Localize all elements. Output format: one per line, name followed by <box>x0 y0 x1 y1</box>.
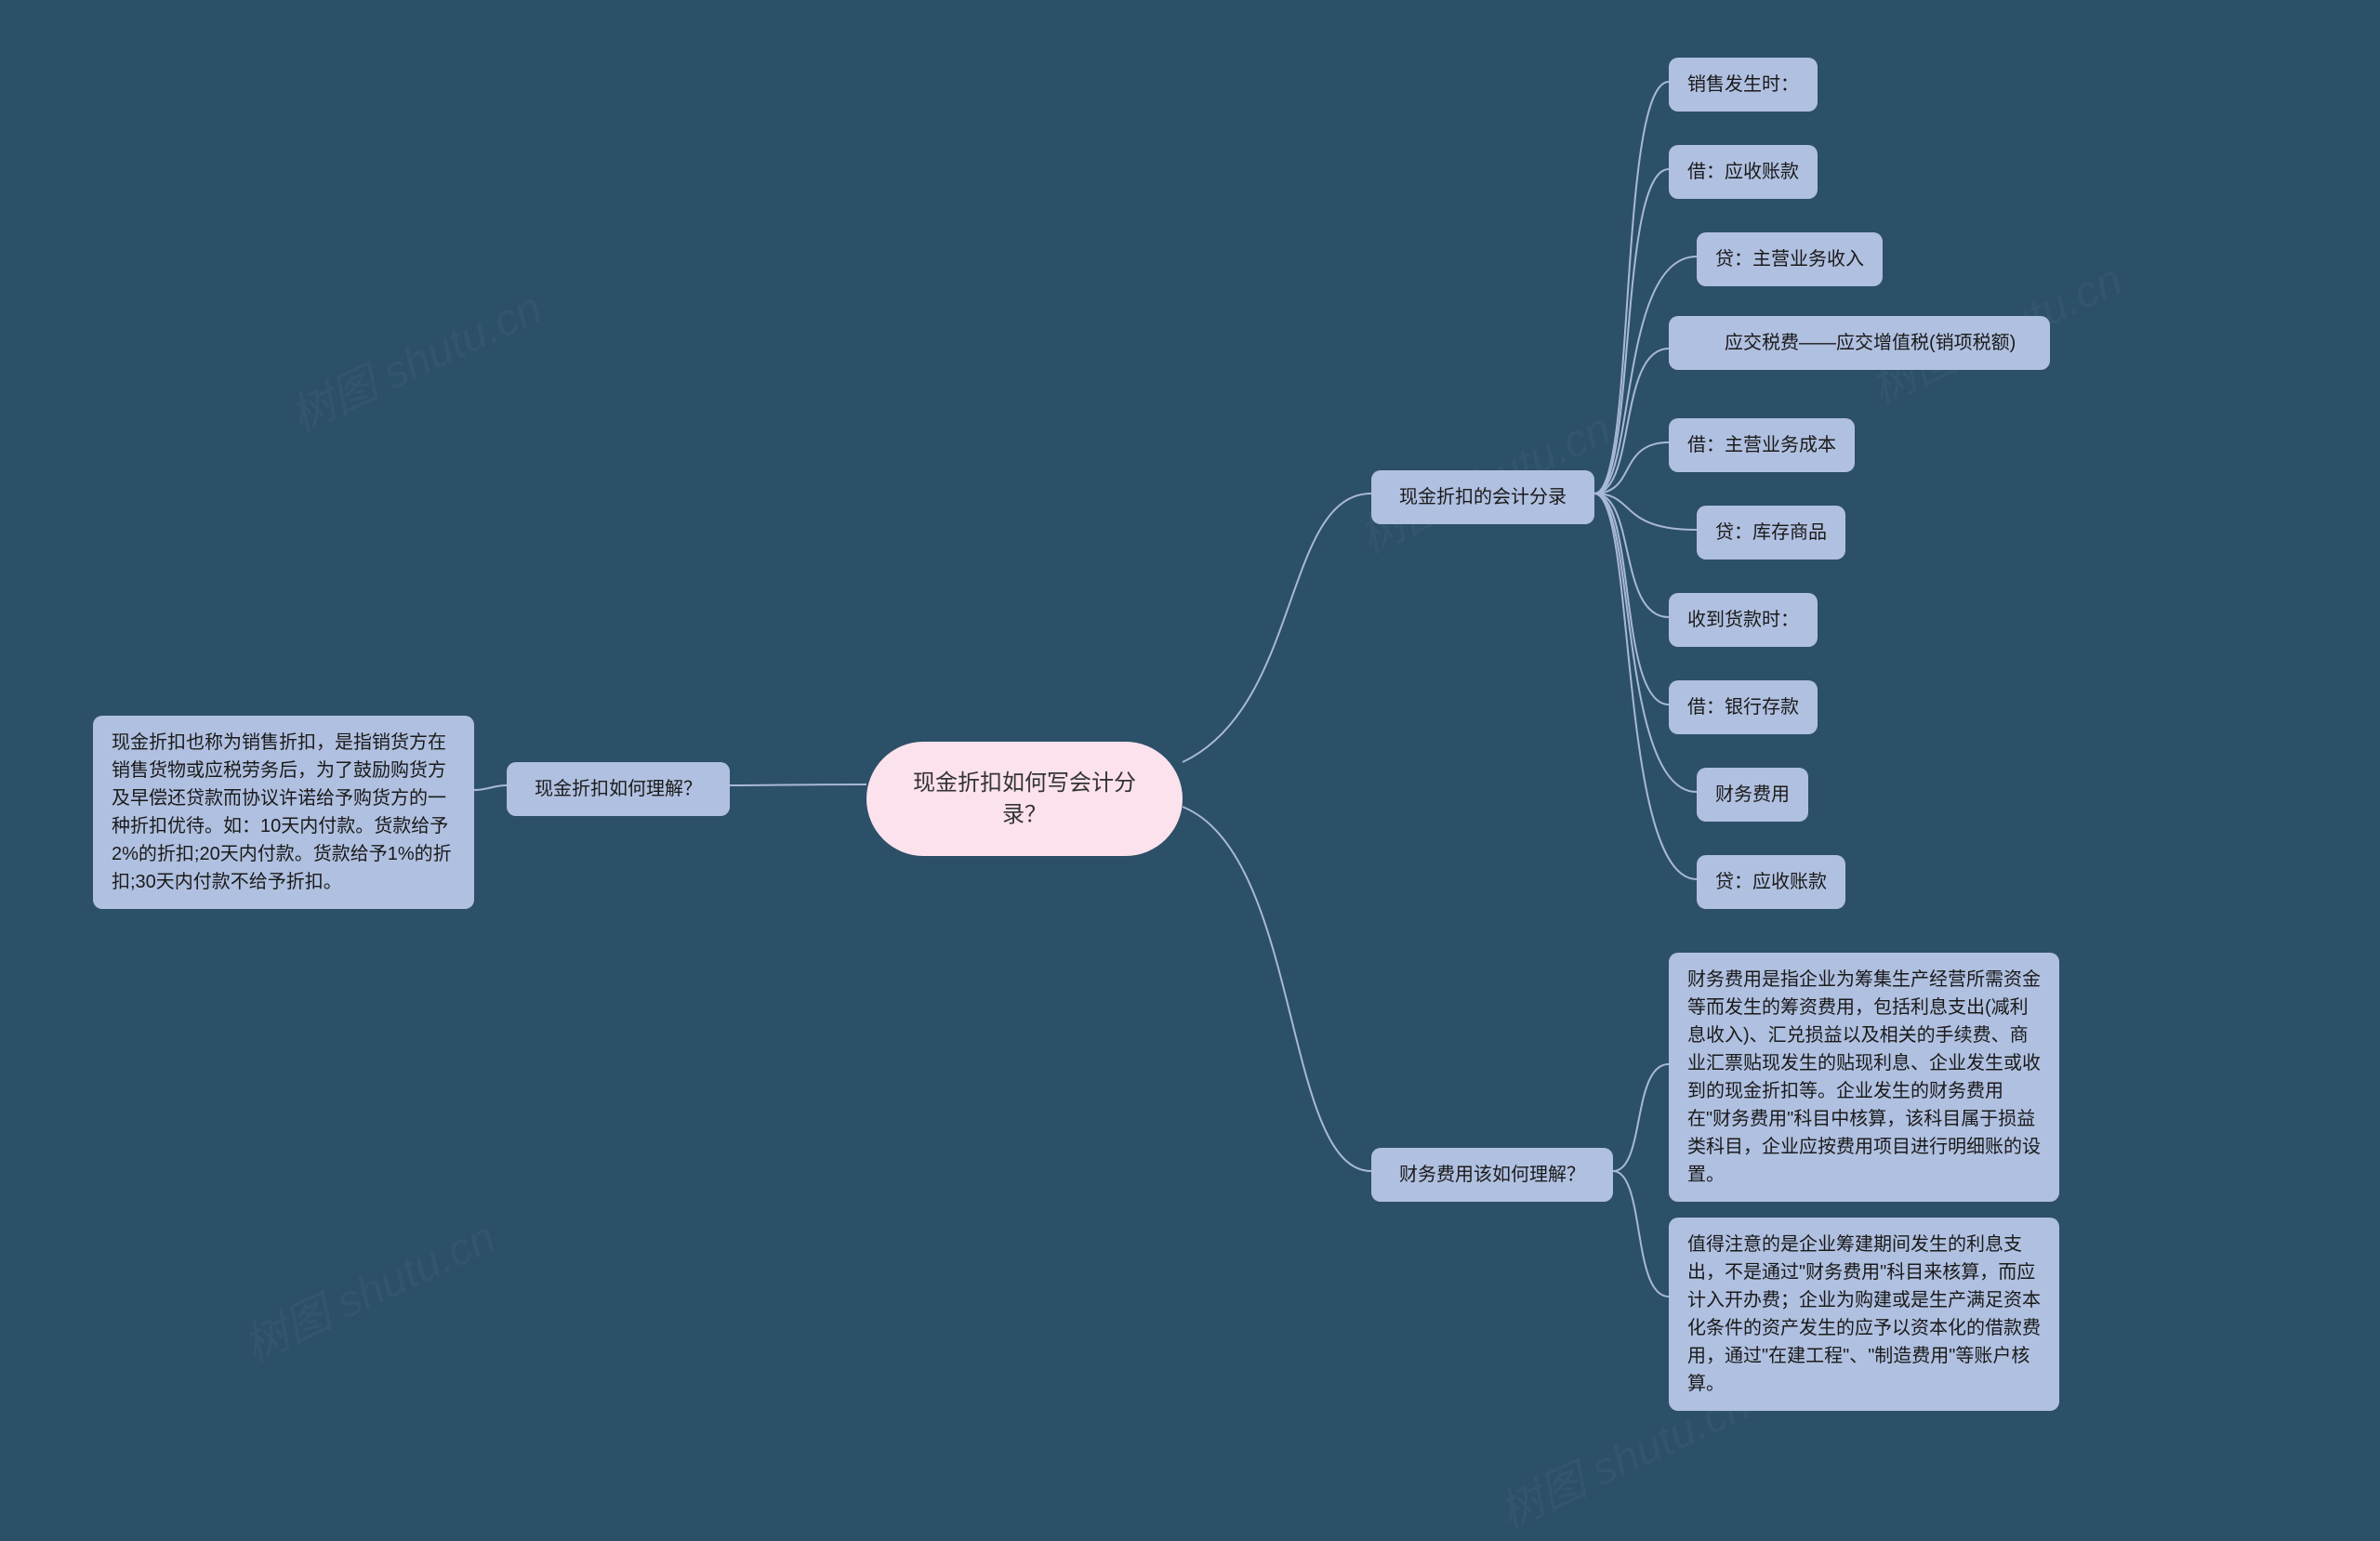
branch-label: 现金折扣的会计分录 <box>1399 487 1567 507</box>
leaf-text: 贷：主营业务收入 <box>1715 249 1864 270</box>
leaf-text: 收到货款时： <box>1687 610 1799 630</box>
entry-item: 贷：库存商品 <box>1697 506 1845 560</box>
entry-item: 贷：应收账款 <box>1697 855 1845 909</box>
leaf-text: 借：主营业务成本 <box>1687 435 1836 455</box>
entry-item: 借：应收账款 <box>1669 145 1818 199</box>
leaf-text: 借：应收账款 <box>1687 162 1799 182</box>
watermark: 树图 shutu.cn <box>231 1201 504 1374</box>
branch-label: 现金折扣如何理解？ <box>535 779 702 799</box>
leaf-text: 应交税费——应交增值税(销项税额) <box>1687 333 2016 353</box>
leaf-left-desc: 现金折扣也称为销售折扣，是指销货方在销售货物或应税劳务后，为了鼓励购货方及早偿还… <box>93 716 474 909</box>
root-node: 现金折扣如何写会计分录？ <box>866 742 1183 856</box>
branch-accounting-entry: 现金折扣的会计分录 <box>1371 470 1594 524</box>
leaf-text: 销售发生时： <box>1687 74 1799 95</box>
leaf-text: 值得注意的是企业筹建期间发生的利息支出，不是通过"财务费用"科目来核算，而应计入… <box>1687 1234 2041 1394</box>
leaf-text: 现金折扣也称为销售折扣，是指销货方在销售货物或应税劳务后，为了鼓励购货方及早偿还… <box>112 732 452 892</box>
leaf-text: 财务费用是指企业为筹集生产经营所需资金等而发生的筹资费用，包括利息支出(减利息收… <box>1687 969 2041 1185</box>
finance-desc-2: 值得注意的是企业筹建期间发生的利息支出，不是通过"财务费用"科目来核算，而应计入… <box>1669 1218 2059 1411</box>
entry-item: 收到货款时： <box>1669 593 1818 647</box>
branch-finance-cost: 财务费用该如何理解？ <box>1371 1148 1613 1202</box>
entry-item: 借：银行存款 <box>1669 680 1818 734</box>
branch-left: 现金折扣如何理解？ <box>507 762 730 816</box>
entry-item: 应交税费——应交增值税(销项税额) <box>1669 316 2050 370</box>
finance-desc-1: 财务费用是指企业为筹集生产经营所需资金等而发生的筹资费用，包括利息支出(减利息收… <box>1669 953 2059 1202</box>
leaf-text: 贷：应收账款 <box>1715 872 1827 892</box>
leaf-text: 财务费用 <box>1715 784 1790 805</box>
entry-item: 借：主营业务成本 <box>1669 418 1855 472</box>
watermark: 树图 shutu.cn <box>278 271 550 444</box>
leaf-text: 借：银行存款 <box>1687 697 1799 718</box>
root-label: 现金折扣如何写会计分录？ <box>913 770 1136 827</box>
branch-label: 财务费用该如何理解？ <box>1399 1165 1585 1185</box>
leaf-text: 贷：库存商品 <box>1715 522 1827 543</box>
entry-item: 销售发生时： <box>1669 58 1818 112</box>
entry-item: 贷：主营业务收入 <box>1697 232 1883 286</box>
entry-item: 财务费用 <box>1697 768 1808 822</box>
